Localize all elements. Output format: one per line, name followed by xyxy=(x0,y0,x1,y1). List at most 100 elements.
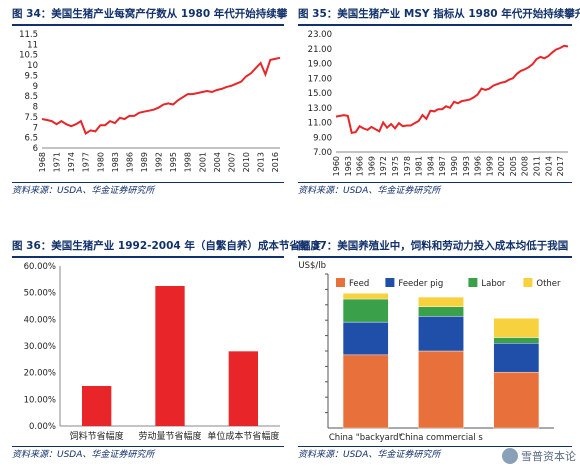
x-tick-label: 2004 xyxy=(213,152,222,172)
x-tick-label: 1989 xyxy=(140,152,149,172)
x-tick-label: 1999 xyxy=(485,156,494,176)
y-tick-label: 7 xyxy=(33,123,38,133)
y-tick-label: 15.00 xyxy=(308,89,332,99)
bar-segment xyxy=(342,354,389,429)
x-tick-label: 劳动量节省幅度 xyxy=(138,430,201,442)
y-tick-label: 6 xyxy=(33,144,38,154)
bar-segment xyxy=(418,350,464,429)
x-tick-label: 2010 xyxy=(242,152,251,172)
bar xyxy=(82,386,112,426)
y-tick-label: 13.00 xyxy=(308,104,332,114)
chart-source: 资料来源：USDA、华金证券研究所 xyxy=(298,446,572,463)
x-tick-label: 1974 xyxy=(67,152,76,172)
legend-label: Labor xyxy=(481,279,506,289)
y-tick-label: 0.00% xyxy=(29,422,56,432)
x-tick-label: 1972 xyxy=(379,156,388,176)
legend-swatch xyxy=(336,278,345,287)
bar-segment xyxy=(418,296,464,307)
y-tick-label: 9.00 xyxy=(313,133,332,143)
y-tick-label: 11.5 xyxy=(19,30,38,40)
x-tick-label: 1987 xyxy=(438,156,447,176)
x-tick-label: 2017 xyxy=(556,156,565,176)
stacked-bar-chart-fig37: US$/lb Feed Feeder pig Labor Other China "bac… xyxy=(298,261,561,443)
x-tick-label: 1977 xyxy=(82,152,91,172)
chart-title: 图 34：美国生猪产业每窝产仔数从 1980 年代开始持续攀 xyxy=(12,4,287,26)
legend-label: Feeder pig xyxy=(398,279,443,289)
line-chart-fig35: 7.00 9.00 11.00 13.00 15.00 17.00 19.00 21.00 23… xyxy=(308,30,569,176)
x-tick-label: 2007 xyxy=(227,152,236,172)
bar-segment xyxy=(418,306,464,317)
y-tick-label: 8.5 xyxy=(24,92,38,102)
bar-chart-fig36: 0.00% 10.00% 20.00% 30.00% 40.00% 50.00% 60.00… xyxy=(24,262,280,442)
bar-segment xyxy=(493,318,540,338)
x-tick-label: 1960 xyxy=(332,156,341,176)
x-tick-label: 饲料节省幅度 xyxy=(70,430,124,442)
bar-segment xyxy=(493,371,540,429)
x-tick-label: 1975 xyxy=(391,156,400,176)
x-tick-label: 1992 xyxy=(155,152,164,172)
legend-label: Other xyxy=(536,279,561,289)
x-tick-label: 1993 xyxy=(462,156,471,176)
watermark-logo-icon xyxy=(502,448,518,464)
y-tick-label: 17.00 xyxy=(308,74,332,84)
x-tick-label: 2005 xyxy=(509,156,518,176)
y-tick-label: 60.00% xyxy=(24,262,56,272)
x-tick-label: China "backyard" xyxy=(329,433,403,443)
x-tick-label: 1980 xyxy=(96,152,105,172)
y-tick-label: 40.00% xyxy=(24,315,56,325)
x-tick-label: 1966 xyxy=(356,156,365,176)
bar-segment xyxy=(342,293,389,300)
x-tick-label: 1971 xyxy=(53,152,62,172)
x-tick-label: 2011 xyxy=(533,156,542,176)
x-tick-label: 1986 xyxy=(125,152,134,172)
y-tick-label: 23.00 xyxy=(308,30,332,40)
watermark: 雪普资本论 xyxy=(502,448,576,464)
x-tick-label: 1983 xyxy=(111,152,120,172)
chart-source: 资料来源：USDA、华金证券研究所 xyxy=(12,446,284,463)
y-tick-label: 7.5 xyxy=(24,113,38,123)
legend-label: Feed xyxy=(349,279,369,289)
bar-segment xyxy=(342,298,389,323)
y-tick-label: 9.5 xyxy=(24,71,38,81)
x-tick-label: 1981 xyxy=(415,156,424,176)
y-tick-label: 6.5 xyxy=(24,134,38,144)
y-axis-label: US$/lb xyxy=(298,261,326,271)
y-tick-label: 21.00 xyxy=(308,45,332,55)
x-tick-label: 2014 xyxy=(544,156,553,176)
y-tick-label: 7.00 xyxy=(313,148,332,158)
y-tick-label: 30.00% xyxy=(24,342,56,352)
x-tick-label: 1995 xyxy=(169,152,178,172)
legend-swatch xyxy=(523,278,533,287)
chart-panel-fig36: 图 36：美国生猪产业 1992-2004 年（自繁自养）成本节省幅度 0.00… xyxy=(12,236,321,463)
bar-segment xyxy=(493,343,540,373)
x-tick-label: 1984 xyxy=(426,156,435,176)
chart-source: 资料来源：USDA、华金证券研究所 xyxy=(12,182,284,199)
x-tick-label: 2002 xyxy=(497,156,506,176)
y-tick-label: 8 xyxy=(33,103,38,113)
x-tick-label: 1978 xyxy=(403,156,412,176)
x-tick-label: 1969 xyxy=(367,156,376,176)
legend-swatch xyxy=(468,278,478,287)
y-tick-label: 19.00 xyxy=(308,60,332,70)
x-tick-label: 2001 xyxy=(198,152,207,172)
bar xyxy=(155,286,185,426)
chart-panel-fig37: 图 37：美国养殖业中，饲料和劳动力投入成本均低于我国 US$/lb Feed Fe… xyxy=(298,236,572,462)
y-tick-label: 10 xyxy=(27,61,38,71)
y-tick-label: 20.00% xyxy=(24,369,56,379)
chart-panel-fig34: 图 34：美国生猪产业每窝产仔数从 1980 年代开始持续攀 6 6.5 7 7.5 8… xyxy=(12,4,287,200)
chart-title: 图 36：美国生猪产业 1992-2004 年（自繁自养）成本节省幅度 xyxy=(12,236,321,258)
y-tick-label: 11.00 xyxy=(308,119,332,129)
y-tick-label: 10.00% xyxy=(24,395,56,405)
bar-segment xyxy=(493,337,540,344)
y-tick-label: 10.5 xyxy=(19,51,38,61)
series-line xyxy=(41,56,281,135)
chart-title: 图 37：美国养殖业中，饲料和劳动力投入成本均低于我国 xyxy=(298,236,572,258)
x-tick-label: 1998 xyxy=(184,152,193,172)
x-tick-label: China commercial s xyxy=(399,433,483,443)
x-tick-label: 1996 xyxy=(474,156,483,176)
bar xyxy=(228,351,258,426)
x-tick-label: 单位成本节省幅度 xyxy=(207,430,279,442)
x-tick-label: 1963 xyxy=(344,156,353,176)
x-tick-label: 1968 xyxy=(38,152,47,172)
